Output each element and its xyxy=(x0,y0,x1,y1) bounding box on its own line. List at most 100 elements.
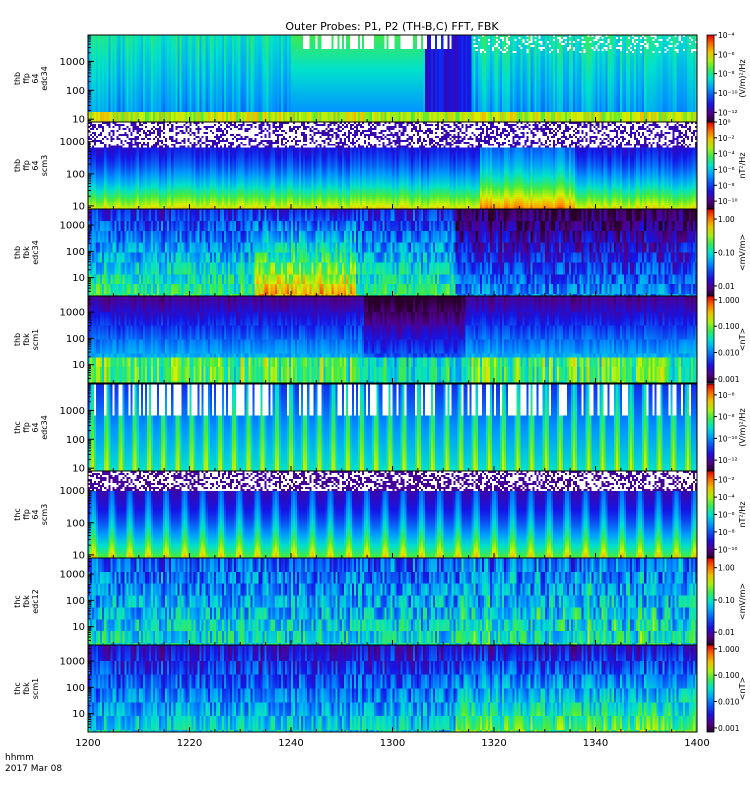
ytick-label: 100 xyxy=(66,518,85,529)
colorbar-thc-fbk-edc12 xyxy=(706,557,715,646)
heatmap-thc-ffp-64-scm3 xyxy=(88,471,697,558)
ytick-label: 10 xyxy=(72,201,85,212)
panel-ylabel-line: ffp xyxy=(22,509,31,520)
colorbar-label: <mV/m> xyxy=(738,234,747,271)
colorbar-tick-label: 0.010 xyxy=(718,349,740,358)
ytick-label: 1000 xyxy=(60,570,85,581)
panel-ylabel-line: 64 xyxy=(31,422,40,432)
panel-ylabel-line: ffp xyxy=(22,160,31,171)
colorbar-tick-label: 10⁻¹⁰ xyxy=(718,89,738,98)
ytick-label: 100 xyxy=(66,596,85,607)
colorbar-tick-label: 0.010 xyxy=(718,698,740,707)
heatmap-thc-fbk-scm1 xyxy=(88,645,697,732)
xtick-label: 1240 xyxy=(278,738,303,749)
colorbar-tick-label: 0.100 xyxy=(718,322,740,331)
ytick-label: 10 xyxy=(72,464,85,475)
panel-ylabel-line: fbk xyxy=(22,333,31,346)
panel-ylabel-line: ffp xyxy=(22,73,31,84)
panel-ylabel-line: thc xyxy=(13,595,22,608)
colorbar-tick-label: 10⁻¹⁰ xyxy=(718,545,738,554)
panel-ylabel-line: 64 xyxy=(31,160,40,170)
time-label-hhmm: hhmm xyxy=(5,753,34,763)
panel-ylabel-line: thc xyxy=(13,508,22,521)
colorbar-tick-label: 0.01 xyxy=(718,628,735,637)
panel-ylabel-line: thb xyxy=(13,246,22,259)
ytick-label: 1000 xyxy=(60,308,85,319)
colorbar-tick-label: 10⁻⁶ xyxy=(718,165,735,174)
panel-ylabel-line: scm1 xyxy=(31,678,40,699)
colorbar-tick-label: 10⁻⁴ xyxy=(718,31,735,40)
panel-ylabel-line: thb xyxy=(13,72,22,85)
colorbar-thc-ffp-64-scm3 xyxy=(706,470,715,559)
panel-ylabel-line: thc xyxy=(13,421,22,434)
panel-ylabel-line: edc34 xyxy=(40,415,49,440)
ytick-label: 1000 xyxy=(60,406,85,417)
panel-ylabel-line: thb xyxy=(13,159,22,172)
panel-ylabel-line: 64 xyxy=(31,73,40,83)
colorbar-tick-label: 10⁻¹⁰ xyxy=(718,197,738,206)
colorbar-thc-fbk-scm1 xyxy=(706,644,715,733)
ytick-label: 10 xyxy=(72,550,85,561)
ytick-label: 100 xyxy=(66,169,85,180)
colorbar-tick-label: 1.00 xyxy=(718,564,735,573)
panel-thb-ffp-64-scm3: 10 100 1000 thb ffp 64 scm3 10⁰ 10⁻² 10⁻⁴ 10⁻⁶ 10⁻⁸… xyxy=(13,118,747,212)
colorbar-label: (V/m)²/Hz xyxy=(738,408,747,446)
colorbar-tick-label: 10⁻¹² xyxy=(718,108,738,117)
time-label-date: 2017 Mar 08 xyxy=(5,764,62,774)
ytick-label: 1000 xyxy=(60,221,85,232)
colorbar-tick-label: 0.100 xyxy=(718,671,740,680)
panel-ylabel-line: ffp xyxy=(22,422,31,433)
ytick-label: 1000 xyxy=(60,657,85,668)
colorbar-tick-label: 10⁻⁸ xyxy=(718,181,735,190)
colorbar-label: <nT> xyxy=(738,677,747,700)
heatmap-thb-fbk-edc34 xyxy=(88,209,697,296)
time-axis: 1200 1220 1240 1300 1320 1340 1400 xyxy=(75,738,709,749)
xtick-label: 1340 xyxy=(583,738,608,749)
colorbar-tick-label: 10⁻⁸ xyxy=(718,413,735,422)
colorbar-tick-label: 0.001 xyxy=(718,724,740,733)
xtick-label: 1320 xyxy=(481,738,506,749)
colorbar-label: nT²/Hz xyxy=(738,501,747,527)
ytick-label: 100 xyxy=(66,435,85,446)
heatmap-thc-ffp-64-edc34 xyxy=(88,384,697,471)
colorbar-tick-label: 0.001 xyxy=(718,375,740,384)
xtick-label: 1200 xyxy=(75,738,100,749)
colorbar-tick-label: 10⁻⁶ xyxy=(718,511,735,520)
panel-ylabel-line: thb xyxy=(13,333,22,346)
panel-ylabel-line: fbk xyxy=(22,595,31,608)
ytick-label: 1000 xyxy=(60,486,85,497)
colorbar-tick-label: 1.000 xyxy=(718,296,740,305)
colorbar-tick-label: 10⁻² xyxy=(718,476,735,485)
panel-ylabel-line: 64 xyxy=(31,509,40,519)
panel-ylabel-line: edc12 xyxy=(31,589,40,614)
colorbar-tick-label: 10⁻⁶ xyxy=(718,50,735,59)
heatmap-thb-fbk-scm1 xyxy=(88,296,697,383)
colorbar-tick-label: 10⁻⁸ xyxy=(718,528,735,537)
ytick-label: 10 xyxy=(72,622,85,633)
panel-thb-fbk-edc34: 10 100 1000 thb fbk edc34 1.00 0.10 0.01 <mV/m> xyxy=(13,208,747,297)
panel-ylabel-line: thc xyxy=(13,682,22,695)
panel-ylabel-line: edc34 xyxy=(31,240,40,265)
panel-ylabel-line: scm3 xyxy=(40,155,49,176)
colorbar-tick-label: 10⁻² xyxy=(718,134,735,143)
ytick-label: 10 xyxy=(72,273,85,284)
panel-thc-ffp-64-scm3: 10 100 1000 thc ffp 64 scm3 10⁻² 10⁻⁴ 10⁻⁶ 10⁻⁸ 10⁻… xyxy=(13,470,747,561)
panel-thb-ffp-64-edc34: 10 100 1000 thb ffp 64 edc34 10⁻⁴ 10⁻⁶ 10⁻⁸ 10⁻¹⁰ 1… xyxy=(13,31,747,126)
panel-ylabel-line: fbk xyxy=(22,682,31,695)
colorbar-thb-fbk-scm1 xyxy=(706,295,715,384)
xtick-label: 1220 xyxy=(177,738,202,749)
colorbar-tick-label: 10⁻⁴ xyxy=(718,493,735,502)
ytick-label: 1000 xyxy=(60,57,85,68)
colorbar-tick-label: 10⁻¹² xyxy=(718,456,738,465)
colorbar-tick-label: 0.10 xyxy=(718,596,735,605)
colorbar-tick-label: 10⁰ xyxy=(718,118,731,127)
colorbar-tick-label: 1.000 xyxy=(718,645,740,654)
colorbar-tick-label: 10⁻⁸ xyxy=(718,70,735,79)
ytick-label: 1000 xyxy=(60,137,85,148)
ytick-label: 10 xyxy=(72,360,85,371)
figure-title: Outer Probes: P1, P2 (TH-B,C) FFT, FBK xyxy=(285,20,499,33)
colorbar-thb-ffp-64-edc34 xyxy=(706,34,715,123)
ytick-label: 100 xyxy=(66,683,85,694)
